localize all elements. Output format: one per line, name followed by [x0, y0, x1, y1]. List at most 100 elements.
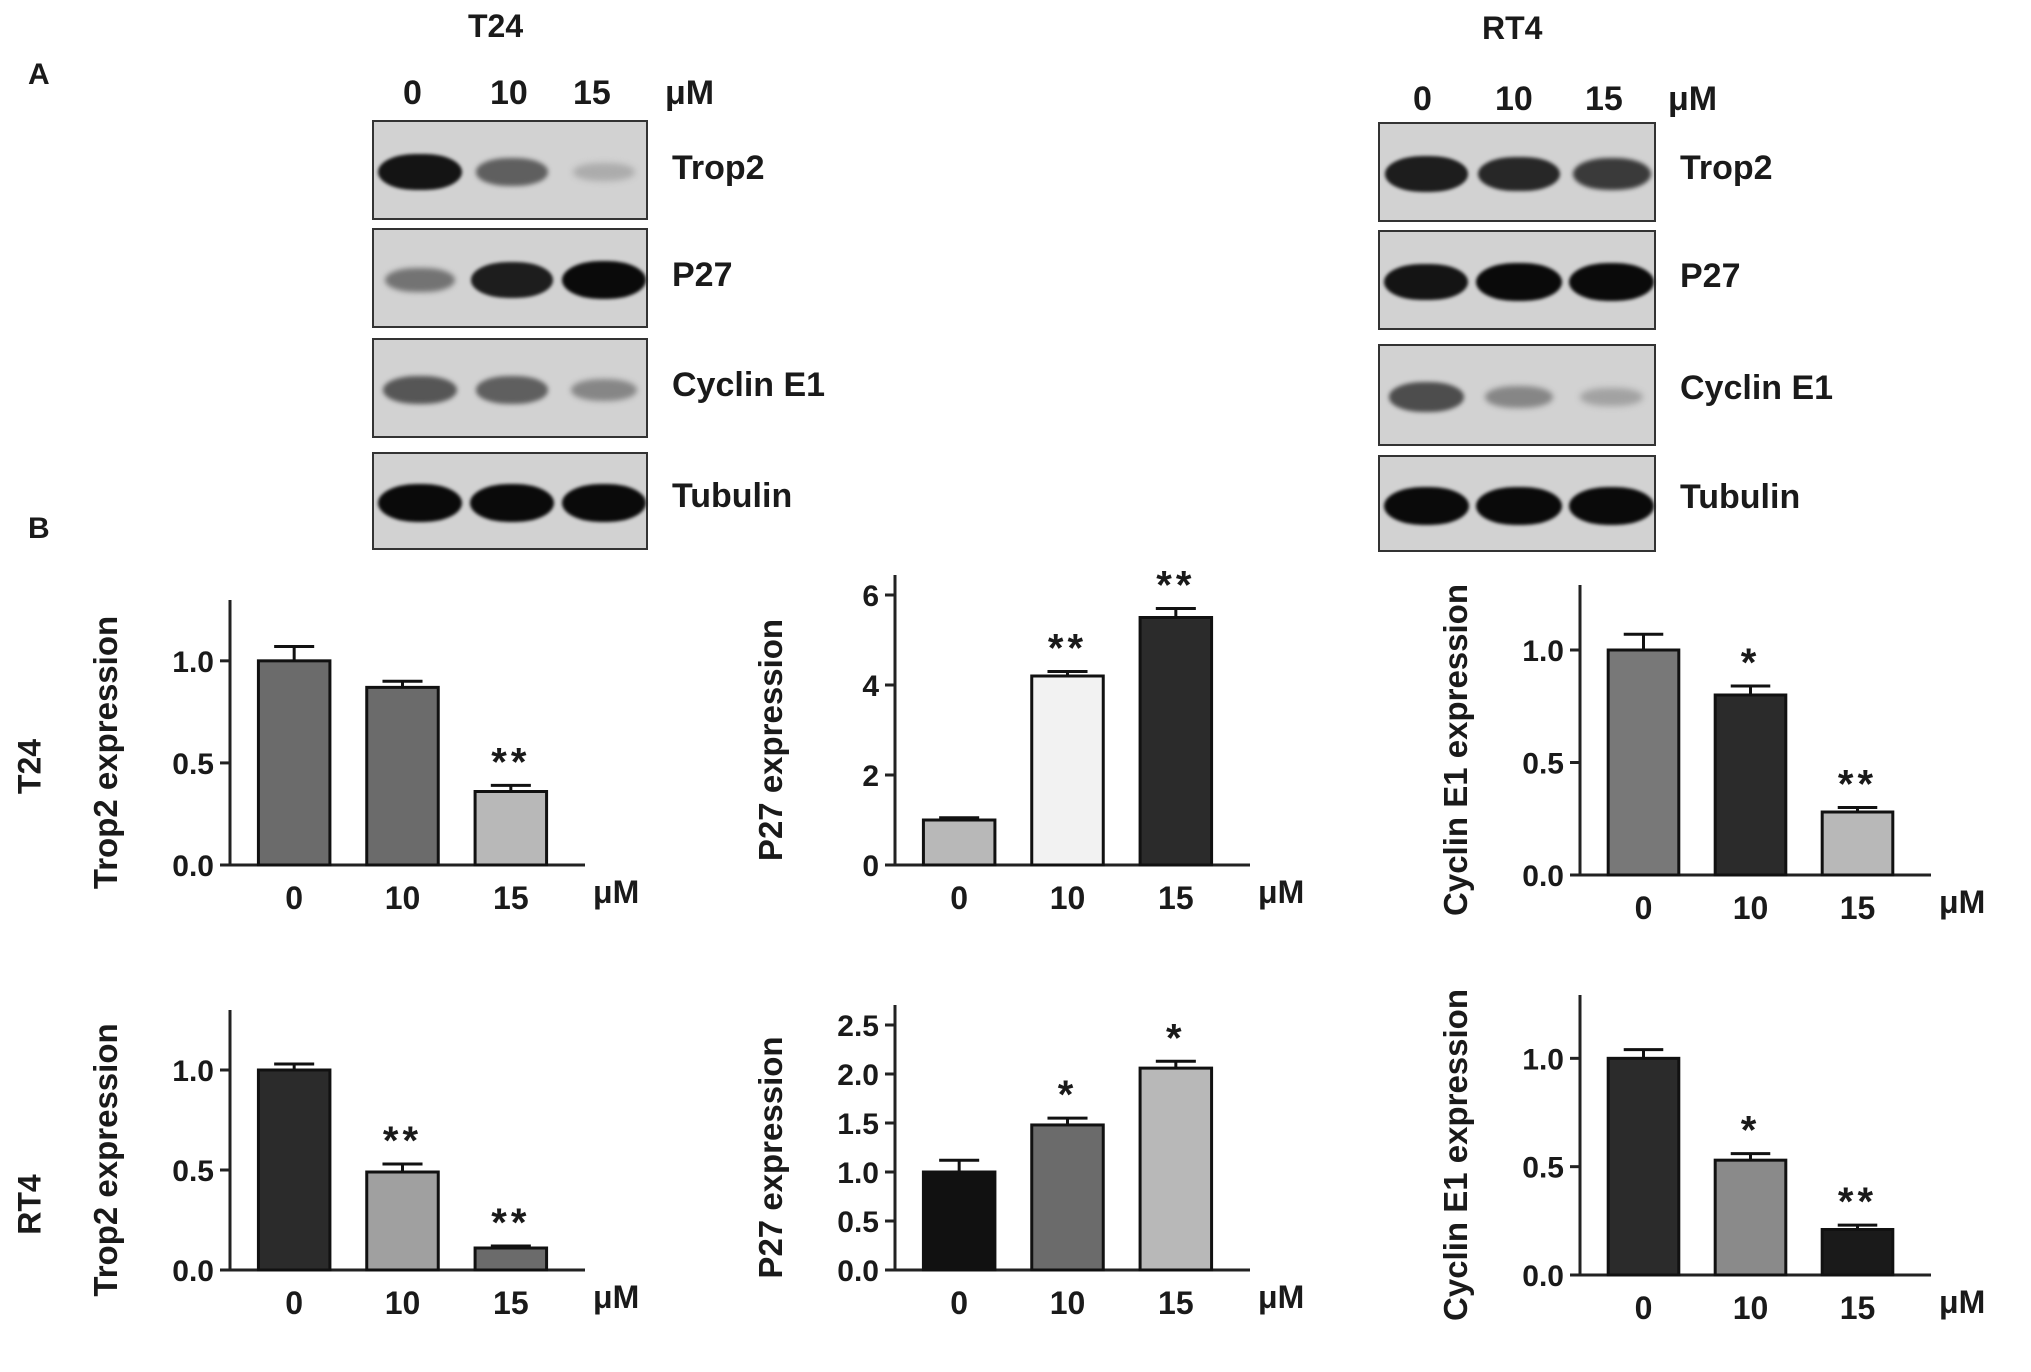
y-tick-label: 0.0: [172, 850, 214, 883]
x-axis-unit: μM: [1939, 1284, 1985, 1320]
bar-chart-rt4-trop2: Trop2 expression 0.0 0.5 1.0 0 ** 10 ** 15 μM: [87, 1010, 639, 1321]
blot-band: [1476, 486, 1562, 525]
y-tick-label: 1.0: [172, 646, 214, 679]
bar-chart-t24-cyclin-e1: Cyclin E1 expression 0.0 0.5 1.0 0 * 10 ** 15 μM: [1437, 584, 1985, 926]
x-axis-unit: μM: [593, 874, 639, 910]
bar: [921, 818, 997, 867]
blot-band: [475, 158, 549, 186]
y-tick-label: 6: [862, 580, 879, 613]
blot-band: [561, 484, 647, 522]
significance-marker: **: [383, 1119, 422, 1163]
blot-strip-trop2: [372, 120, 648, 220]
y-tick-label: 0.5: [172, 748, 214, 781]
blot-strip-trop2: [1378, 122, 1656, 222]
y-tick-label: 0.0: [172, 1255, 214, 1288]
x-tick-label: 0: [285, 1285, 303, 1321]
x-tick-label: 0: [950, 880, 968, 916]
y-tick-label: 0.5: [1522, 1152, 1564, 1185]
y-axis-label: Trop2 expression: [87, 616, 124, 889]
significance-marker: *: [1058, 1073, 1078, 1117]
x-tick-label: 15: [1840, 1290, 1876, 1326]
protein-label-tubulin: Tubulin: [672, 477, 793, 515]
bar: [365, 685, 440, 867]
y-tick-label: 2.5: [837, 1010, 879, 1043]
blot-strip-cyclin-e1: [372, 338, 648, 438]
y-tick-label: 1.5: [837, 1108, 879, 1141]
x-tick-label: 10: [1050, 1285, 1086, 1321]
x-axis-unit: μM: [1939, 884, 1985, 920]
blot-band: [385, 267, 455, 293]
concentration-label: 0: [1413, 80, 1432, 118]
blot-band: [1569, 263, 1655, 301]
y-tick-label: 2: [862, 760, 879, 793]
concentration-unit: μM: [1668, 80, 1718, 118]
blot-strip-cyclin-e1: [1378, 344, 1656, 446]
y-tick-label: 2.0: [837, 1059, 879, 1092]
bar: [1606, 1056, 1681, 1277]
y-tick-label: 1.0: [1522, 1043, 1564, 1076]
y-tick-label: 1.0: [837, 1157, 879, 1190]
x-tick-label: 15: [1158, 880, 1194, 916]
concentration-label: 10: [490, 74, 528, 112]
blot-band: [1580, 387, 1644, 407]
y-tick-label: 4: [862, 670, 879, 703]
significance-marker: *: [1741, 641, 1761, 685]
x-tick-label: 15: [1158, 1285, 1194, 1321]
x-tick-label: 0: [950, 1285, 968, 1321]
blot-band: [1476, 263, 1562, 301]
bar: [256, 1068, 332, 1272]
bar: [1820, 810, 1895, 877]
panel-letter-a: A: [28, 58, 50, 91]
bar: [1138, 616, 1214, 867]
blot-band: [377, 484, 463, 522]
protein-label-trop2: Trop2: [1680, 149, 1773, 187]
blot-band: [561, 261, 647, 299]
concentration-label: 15: [1585, 80, 1623, 118]
bar: [1713, 693, 1788, 877]
bar: [1030, 674, 1105, 867]
protein-label-p27: P27: [1680, 257, 1741, 295]
x-axis-unit: μM: [1258, 874, 1304, 910]
concentration-label: 15: [573, 74, 611, 112]
blot-strip-tubulin: [1378, 455, 1656, 552]
bar: [1606, 648, 1681, 877]
bar: [1820, 1228, 1895, 1277]
significance-marker: *: [1741, 1109, 1761, 1153]
blot-band: [1383, 486, 1469, 525]
blot-band: [1569, 486, 1655, 525]
y-tick-label: 0.0: [837, 1255, 879, 1288]
bar: [365, 1170, 440, 1272]
bar: [473, 790, 549, 867]
bar: [1030, 1123, 1105, 1272]
x-tick-label: 15: [493, 880, 529, 916]
y-axis-label: Cyclin E1 expression: [1437, 989, 1474, 1321]
bar-chart-t24-p27: P27 expression 0 2 4 6 0 ** 10 ** 15 μM: [752, 564, 1304, 917]
blot-band: [1572, 158, 1651, 190]
y-tick-label: 0: [862, 850, 879, 883]
protein-label-tubulin: Tubulin: [1680, 478, 1801, 516]
y-tick-label: 1.0: [172, 1055, 214, 1088]
y-tick-label: 0.0: [1522, 860, 1564, 893]
x-tick-label: 0: [1635, 890, 1653, 926]
x-tick-label: 15: [1840, 890, 1876, 926]
significance-marker: **: [1838, 763, 1877, 807]
significance-marker: **: [491, 1201, 530, 1245]
y-axis-label: P27 expression: [752, 619, 789, 861]
blot-title: T24: [468, 8, 524, 44]
concentration-label: 0: [403, 74, 422, 112]
bar-chart-t24-trop2: Trop2 expression 0.0 0.5 1.0 0 10 ** 15 μM: [87, 600, 639, 916]
x-tick-label: 10: [1050, 880, 1086, 916]
blot-band: [469, 484, 555, 522]
protein-label-p27: P27: [672, 256, 733, 294]
concentration-label: 10: [1495, 80, 1533, 118]
y-tick-label: 0.5: [837, 1206, 879, 1239]
x-tick-label: 10: [1733, 890, 1769, 926]
significance-marker: **: [1156, 564, 1195, 608]
bar: [473, 1246, 549, 1272]
blot-band: [1384, 263, 1469, 301]
blot-title: RT4: [1482, 10, 1543, 46]
blot-band: [1385, 156, 1468, 192]
panel-letter-b: B: [28, 512, 50, 545]
x-axis-unit: μM: [593, 1279, 639, 1315]
blot-band: [383, 375, 457, 405]
